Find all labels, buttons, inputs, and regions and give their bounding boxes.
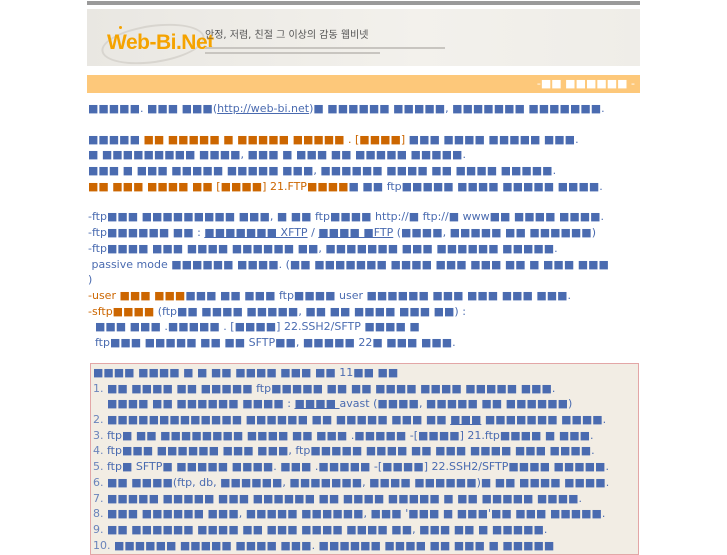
banner-subtext [205,52,380,54]
site-logo[interactable]: Web-Bi.Net [107,31,214,54]
text-segment: ■■■■■■■■■■■■■ ■■■■■■ ■■ ■■■■■ ■■■ ■■ [107,413,451,427]
paragraph-line: ■■■ ■ ■■■ ■■■■■ ■■■■■ ■■■, ■■■■■■ ■■■■ ■… [88,163,640,179]
text-segment: / [307,226,319,240]
text-segment: ■■■ ■■■■■■ ■■■, ■■■■■ ■■■■■■, ■■■ '■■■ ■… [107,507,606,521]
text-segment: ftp■ SFTP■ ■■■■■ ■■■■. ■■■ .■■■■■ -[■■■■… [107,460,609,474]
ftp-notes-line: -sftp■■■■ (ftp■■ ■■■■ ■■■■■, ■■ ■■ ■■■■ … [88,304,640,320]
text-segment: -ftp■■■ ■■■■■■■■■ ■■■, ■ ■■ ftp■■■■ http… [88,210,605,224]
text-segment: (■■■■, ■■■■■ ■■ ■■■■■■) [393,226,596,240]
text-segment: ■■ ■■■■ ■■ ■■■■■ ftp■■■■■ ■■ ■■ ■■■■ ■■■… [107,381,556,395]
text-segment: ■■■■■ [88,132,144,146]
text-link[interactable]: ■■■■ [294,397,340,411]
text-segment: ■■■ ■■■■ ■■■■■ ■■■. [405,132,579,146]
text-segment: ) [88,273,93,287]
text-segment: ■■■ ■ ■■■ ■■■■■ ■■■■■ ■■■, ■■■■■■ ■■■■ ■… [88,164,557,178]
paragraph-line: ■ ■■■■■■■■■ ■■■■, ■■■ ■ ■■■ ■■ ■■■■■ ■■■… [88,147,640,163]
ftp-notes-line: ■■■ ■■■ .■■■■■ . [■■■■] 22.SSH2/SFTP ■■■… [88,319,640,335]
list-number: 10. [93,538,114,552]
list-number: 1. [93,381,107,395]
text-segment: ftp■■■ ■■■■■ ■■ ■■ SFTP■■, ■■■■■ 22■ ■■■… [88,335,456,349]
ftp-notes: -ftp■■■ ■■■■■■■■■ ■■■, ■ ■■ ftp■■■■ http… [88,209,640,350]
text-segment: ■ ■■ ftp■■■■■ ■■■■ ■■■■■ ■■■■. [348,179,603,193]
list-number: 6. [93,475,107,489]
checklist-line: 9. ■■ ■■■■■■ ■■■■ ■■ ■■■ ■■■■ ■■■■ ■■, ■… [93,522,609,538]
list-number: 4. [93,444,107,458]
checklist-line: 3. ftp■ ■■ ■■■■■■■■ ■■■■ ■■ ■■■ .■■■■■ -… [93,428,609,444]
checklist: ■■■■ ■■■■ ■ ■ ■■ ■■■■ ■■■ ■■ 11■■ ■■ 1. ■… [93,365,609,553]
ftp-notes-line: ) [88,272,640,288]
checklist-line: 7. ■■■■■ ■■■■■ ■■■ ■■■■■■ ■■ ■■■■ ■■■■■ … [93,491,609,507]
text-segment: ■■ ■■■■■■ ■■■■ ■■ ■■■ ■■■■ ■■■■ ■■, ■■■ … [107,522,548,536]
ftp-notes-line: -user ■■■ ■■■■■■ ■■ ■■■ ftp■■■■ user ■■■… [88,288,640,304]
list-number: 5. [93,460,107,474]
top-divider [87,1,640,5]
text-segment: ■■■ ■■ ■■■ ftp■■■■ user ■■■■■■ ■■■ ■■■ ■… [185,288,572,302]
text-link[interactable]: ■■■■■■■ XFTP [204,226,308,240]
checklist-line: 10. ■■■■■■ ■■■■■ ■■■■ ■■■. ■■■■■■ ■■■■ ■… [93,538,609,554]
text-segment: -user ■■■ ■■■ [88,288,186,302]
list-number: 2. [93,413,107,427]
list-number: 3. [93,428,107,442]
intro: ■■■■■. ■■■ ■■■(http://web-bi.net)■ ■■■■■… [88,101,640,117]
paragraph: ■■■■■ ■■ ■■■■■ ■ ■■■■■ ■■■■■ . [■■■■] ■■… [88,132,640,195]
banner-tagline: 안정, 저렴, 친절 그 이상의 감동 웹비넷 [205,30,369,41]
paragraph-line: ■■■■■ ■■ ■■■■■ ■ ■■■■■ ■■■■■ . [■■■■] ■■… [88,132,640,148]
ftp-notes-line: ftp■■■ ■■■■■ ■■ ■■ SFTP■■, ■■■■■ 22■ ■■■… [88,335,640,351]
text-segment: ■■ ■■■■■ ■ ■■■■■ ■■■■■ . [■■■■] [143,132,406,146]
text-segment: ftp■■■ ■■■■■■ ■■■ ■■■, ftp■■■■■ ■■■■ ■■ … [107,444,595,458]
list-number: 7. [93,491,107,505]
list-number: 8. [93,507,107,521]
logo-dot [119,26,122,29]
text-segment: (ftp■■ ■■■■ ■■■■■, ■■ ■■ ■■■■ ■■■ ■■) : [154,304,466,318]
checklist-line: 5. ftp■ SFTP■ ■■■■■ ■■■■. ■■■ .■■■■■ -[■… [93,459,609,475]
paragraph-line: ■■ ■■■ ■■■■ ■■ [■■■■] 21.FTP■■■■■ ■■ ftp… [88,179,640,195]
text-segment: ■■ ■■■ ■■■■ ■■ [■■■■] 21.FTP■■■■ [88,179,349,193]
text-segment: ■■ ■■■■(ftp, db, ■■■■■■, ■■■■■■■, ■■■■ ■… [107,475,610,489]
section-header-bar: -■■ ■■■■■■ - [87,75,640,93]
section-title: -■■ ■■■■■■ - [536,77,635,90]
banner-subtext [205,47,445,49]
text-segment: avast (■■■■, ■■■■■ ■■ ■■■■■■) [339,397,573,411]
text-segment: ■■■■ ■■■■ ■ ■ ■■ ■■■■ ■■■ ■■ 11■■ ■■ [93,366,399,379]
ftp-notes-line: -ftp■■■ ■■■■■■■■■ ■■■, ■ ■■ ftp■■■■ http… [88,209,640,225]
checklist-line: 8. ■■■ ■■■■■■ ■■■, ■■■■■ ■■■■■■, ■■■ '■■… [93,506,609,522]
text-segment: -ftp■■■■■■ ■■ : [88,226,205,240]
text-link[interactable]: ■■■■ ■FTP [318,226,394,240]
text-segment: ■■■■■■ ■■■■■ ■■■■ ■■■. ■■■■■■ ■■■■ ■■ ■■… [114,538,555,552]
text-segment: ■■■■■. ■■■ ■■■( [88,102,218,115]
text-segment: ■■■■ ■■ ■■■■■■ ■■■■ : [93,397,295,411]
text-segment: )■ ■■■■■■ ■■■■■, ■■■■■■■ ■■■■■■■. [309,102,605,115]
text-link[interactable]: http://web-bi.net [217,102,310,115]
text-segment: ftp■ ■■ ■■■■■■■■ ■■■■ ■■ ■■■ .■■■■■ -[■■… [107,428,594,442]
text-segment: ■■■■■■■ ■■■■. [481,413,607,427]
intro-line: ■■■■■. ■■■ ■■■(http://web-bi.net)■ ■■■■■… [88,101,640,117]
site-banner[interactable]: Web-Bi.Net 안정, 저렴, 친절 그 이상의 감동 웹비넷 [87,9,640,71]
text-segment: -ftp■■■■ ■■■ ■■■■ ■■■■■■ ■■, ■■■■■■■ ■■■… [88,241,558,255]
checklist-line: 2. ■■■■■■■■■■■■■ ■■■■■■ ■■ ■■■■■ ■■■ ■■ … [93,412,609,428]
text-segment: ■■■ ■■■ .■■■■■ . [■■■■] 22.SSH2/SFTP ■■■… [88,320,420,334]
text-segment: ■ ■■■■■■■■■ ■■■■, ■■■ ■ ■■■ ■■ ■■■■■ ■■■… [88,148,466,162]
ftp-notes-line: -ftp■■■■ ■■■ ■■■■ ■■■■■■ ■■, ■■■■■■■ ■■■… [88,241,640,257]
checklist-line: 6. ■■ ■■■■(ftp, db, ■■■■■■, ■■■■■■■, ■■■… [93,475,609,491]
ftp-notes-line: -ftp■■■■■■ ■■ : ■■■■■■■ XFTP / ■■■■ ■FTP… [88,225,640,241]
checklist-line: 4. ftp■■■ ■■■■■■ ■■■ ■■■, ftp■■■■■ ■■■■ … [93,443,609,459]
list-number: 9. [93,522,107,536]
text-segment: -sftp■■■■ [88,304,155,318]
text-segment: ■■■ [450,413,482,427]
ftp-notes-line: passive mode ■■■■■■ ■■■■. (■■ ■■■■■■■ ■■… [88,257,640,273]
checklist-box: ■■■■ ■■■■ ■ ■ ■■ ■■■■ ■■■ ■■ 11■■ ■■ 1. ■… [90,363,639,555]
checklist-line: ■■■■ ■■ ■■■■■■ ■■■■ : ■■■■ avast (■■■■, … [93,396,609,412]
checklist-line: 1. ■■ ■■■■ ■■ ■■■■■ ftp■■■■■ ■■ ■■ ■■■■ … [93,381,609,397]
text-segment: ■■■■■ ■■■■■ ■■■ ■■■■■■ ■■ ■■■■ ■■■■■ ■ ■… [107,491,582,505]
text-segment: passive mode ■■■■■■ ■■■■. (■■ ■■■■■■■ ■■… [88,257,609,271]
checklist-line: ■■■■ ■■■■ ■ ■ ■■ ■■■■ ■■■ ■■ 11■■ ■■ [93,365,609,381]
main-content: ■■■■■. ■■■ ■■■(http://web-bi.net)■ ■■■■■… [88,101,640,351]
